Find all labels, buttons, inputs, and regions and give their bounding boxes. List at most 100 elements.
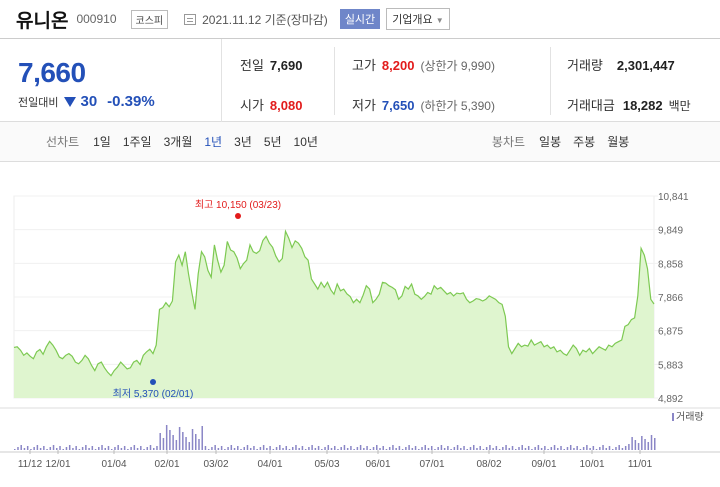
volume-bar [650,435,653,450]
open-cell: 시가 8,080 [240,95,302,114]
x-tick-label: 12/01 [45,459,70,470]
period-5y[interactable]: 5년 [263,135,282,149]
volume-bar [195,434,197,450]
period-1y[interactable]: 1년 [204,135,223,149]
price-change: 전일대비 30 -0.39% [18,93,221,110]
volume-label: 거래량 [567,58,603,73]
x-tick-label: 09/01 [531,459,556,470]
volume-bar [49,447,52,450]
high-cell: 고가 8,200 (상한가 9,990) [352,55,495,74]
volume-bar [379,448,381,450]
volume-bar [324,447,326,450]
company-info-dropdown[interactable]: 기업개요 ▼ [386,8,450,30]
volume-bar [469,447,472,450]
volume-bar [114,447,116,450]
volume-bar [366,446,368,450]
volume-bar [85,445,87,450]
period-1w[interactable]: 1주일 [122,135,152,149]
volume-bar [256,449,258,450]
calendar-icon [184,13,197,25]
volume-bar [311,445,313,450]
volume-bar [201,426,203,450]
volume-bar [159,433,161,450]
x-tick-label: 11/01 [628,459,653,470]
volume-bar [573,448,575,450]
candle-monthly[interactable]: 월봉 [607,135,630,149]
max-label: 최고 10,150 (03/23) [195,199,281,211]
volume-bar [405,447,407,450]
prev-close-label: 전일 [240,58,264,73]
volume-bar [185,437,187,450]
volume-bar [172,435,174,450]
period-3m[interactable]: 3개월 [163,135,193,149]
change-label: 전일대비 [18,96,59,109]
volume-bar [599,447,601,450]
volume-bar [628,444,630,450]
volume-bar [424,445,427,450]
volume-bar [346,448,349,450]
volume-bar [191,429,194,450]
volume-bar [450,449,452,450]
volume-bar [566,447,569,450]
realtime-button[interactable]: 실시간 [339,9,381,29]
volume-bar [169,430,171,450]
volume-bar [414,446,417,450]
volume-bar [537,445,540,450]
volume-bar [127,449,129,450]
volume-bar [340,447,342,450]
volume-bar [502,447,504,450]
volume-bar [26,446,29,450]
current-price-box: 7,660 전일대비 30 -0.39% [0,39,222,123]
volume-bar [453,447,456,450]
volume-label: 거래량 [676,411,704,423]
volume-bar [23,448,26,450]
open-value: 8,080 [269,98,303,113]
volume-bar [350,446,352,450]
volume-bar [395,448,397,450]
volume-bar [149,445,152,450]
period-1d[interactable]: 1일 [93,135,111,149]
volume-bar [595,449,598,450]
volume-bar [327,445,330,450]
x-tick-label: 07/01 [419,459,444,470]
volume-bar [317,446,320,450]
volume-bar [434,449,436,450]
volume-bar [301,446,304,450]
volume-bar [43,446,45,450]
volume-bar [550,447,553,450]
price-area [14,231,654,398]
candle-daily[interactable]: 일봉 [539,135,562,149]
low-cell: 저가 7,650 (하한가 5,390) [352,95,495,114]
volume-bar [308,447,310,450]
volume-bar [437,447,439,450]
open-label: 시가 [240,98,264,113]
trade-value-cell: 거래대금 18,282 백만 [567,95,691,114]
min-label: 최저 5,370 (02/01) [113,388,194,400]
volume-bar [531,449,533,450]
volume-bar [398,446,401,450]
volume-bar [198,439,200,450]
trade-value: 18,282 [622,98,663,113]
volume-bar [88,448,90,450]
volume-bar [456,445,459,450]
divider [334,47,335,115]
volume-bar [576,446,578,450]
volume-bar [485,447,488,450]
volume-bar [631,437,633,450]
volume-bar [143,449,145,450]
volume-bar [637,443,640,450]
volume-bar [20,445,22,450]
volume-bar [214,445,216,450]
volume-bar [298,448,300,450]
volume-bar [602,445,604,450]
stock-name: 유니온 [16,10,69,32]
volume-bar [359,445,362,450]
period-10y[interactable]: 10년 [293,135,318,149]
candle-weekly[interactable]: 주봉 [573,135,596,149]
period-3y[interactable]: 3년 [234,135,252,149]
x-tick-label: 01/04 [101,459,126,470]
volume-bar [515,449,517,450]
volume-bar [285,446,288,450]
x-tick-label: 08/02 [476,459,501,470]
volume-bar [508,448,511,450]
